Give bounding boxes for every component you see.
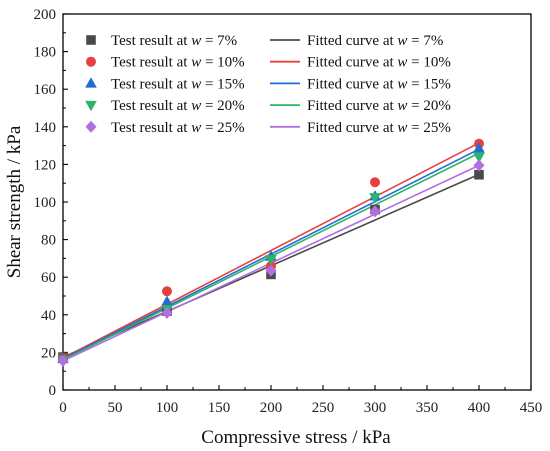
y-tick-label: 20 bbox=[41, 345, 56, 361]
y-tick-label: 100 bbox=[34, 195, 57, 211]
x-tick-label: 350 bbox=[416, 400, 439, 416]
legend-fit-label-w15: Fitted curve at w = 15% bbox=[307, 76, 451, 92]
legend-marker-w15 bbox=[85, 77, 97, 88]
x-tick-label: 300 bbox=[364, 400, 387, 416]
legend-marker-w10 bbox=[86, 56, 96, 67]
data-point-w25 bbox=[161, 306, 173, 319]
x-tick-label: 0 bbox=[59, 400, 67, 416]
x-axis-title: Compressive stress / kPa bbox=[201, 427, 391, 448]
legend-fit-label-w10: Fitted curve at w = 10% bbox=[307, 55, 451, 71]
x-tick-label: 150 bbox=[208, 400, 231, 416]
legend-marker-w7 bbox=[86, 35, 96, 45]
x-tick-label: 200 bbox=[260, 400, 283, 416]
x-tick-label: 250 bbox=[312, 400, 335, 416]
data-point-w20 bbox=[369, 193, 381, 204]
legend-marker-w20 bbox=[85, 100, 97, 112]
legend-label-w20: Test result at w = 20% bbox=[111, 98, 245, 114]
data-point-w15 bbox=[473, 142, 485, 153]
data-point-w15 bbox=[161, 295, 173, 306]
legend-fit-label-w7: Fitted curve at w = 7% bbox=[307, 33, 443, 49]
x-tick-label: 400 bbox=[468, 400, 491, 416]
data-point-w20 bbox=[473, 152, 485, 164]
data-point-w25 bbox=[265, 264, 277, 277]
data-point-w7 bbox=[474, 169, 484, 180]
y-tick-label: 160 bbox=[34, 82, 57, 98]
data-point-w25 bbox=[369, 205, 381, 218]
x-tick-label: 50 bbox=[108, 400, 123, 416]
legend-fit-label-w25: Fitted curve at w = 25% bbox=[307, 120, 451, 136]
x-tick-label: 100 bbox=[156, 400, 179, 416]
data-point-w20 bbox=[265, 255, 277, 266]
y-tick-label: 180 bbox=[34, 45, 57, 61]
y-tick-label: 140 bbox=[34, 120, 57, 136]
data-point-w10 bbox=[162, 286, 172, 297]
y-axis-title: Shear strength / kPa bbox=[4, 125, 25, 278]
legend-label-w10: Test result at w = 10% bbox=[111, 55, 245, 71]
data-point-w25 bbox=[57, 354, 69, 367]
y-tick-label: 40 bbox=[41, 308, 56, 324]
legend-label-w7: Test result at w = 7% bbox=[111, 33, 237, 49]
data-point-w25 bbox=[473, 159, 485, 172]
y-tick-label: 0 bbox=[49, 383, 57, 399]
legend-fit-label-w20: Fitted curve at w = 20% bbox=[307, 98, 451, 114]
legend-label-w15: Test result at w = 15% bbox=[111, 76, 245, 92]
y-tick-label: 60 bbox=[41, 270, 56, 286]
legend-marker-w25 bbox=[85, 120, 97, 133]
data-point-w10 bbox=[370, 177, 380, 188]
y-tick-label: 200 bbox=[34, 7, 57, 23]
legend-label-w25: Test result at w = 25% bbox=[111, 120, 245, 136]
y-tick-label: 120 bbox=[34, 157, 57, 173]
y-tick-label: 80 bbox=[41, 233, 56, 249]
x-tick-label: 450 bbox=[520, 400, 543, 416]
